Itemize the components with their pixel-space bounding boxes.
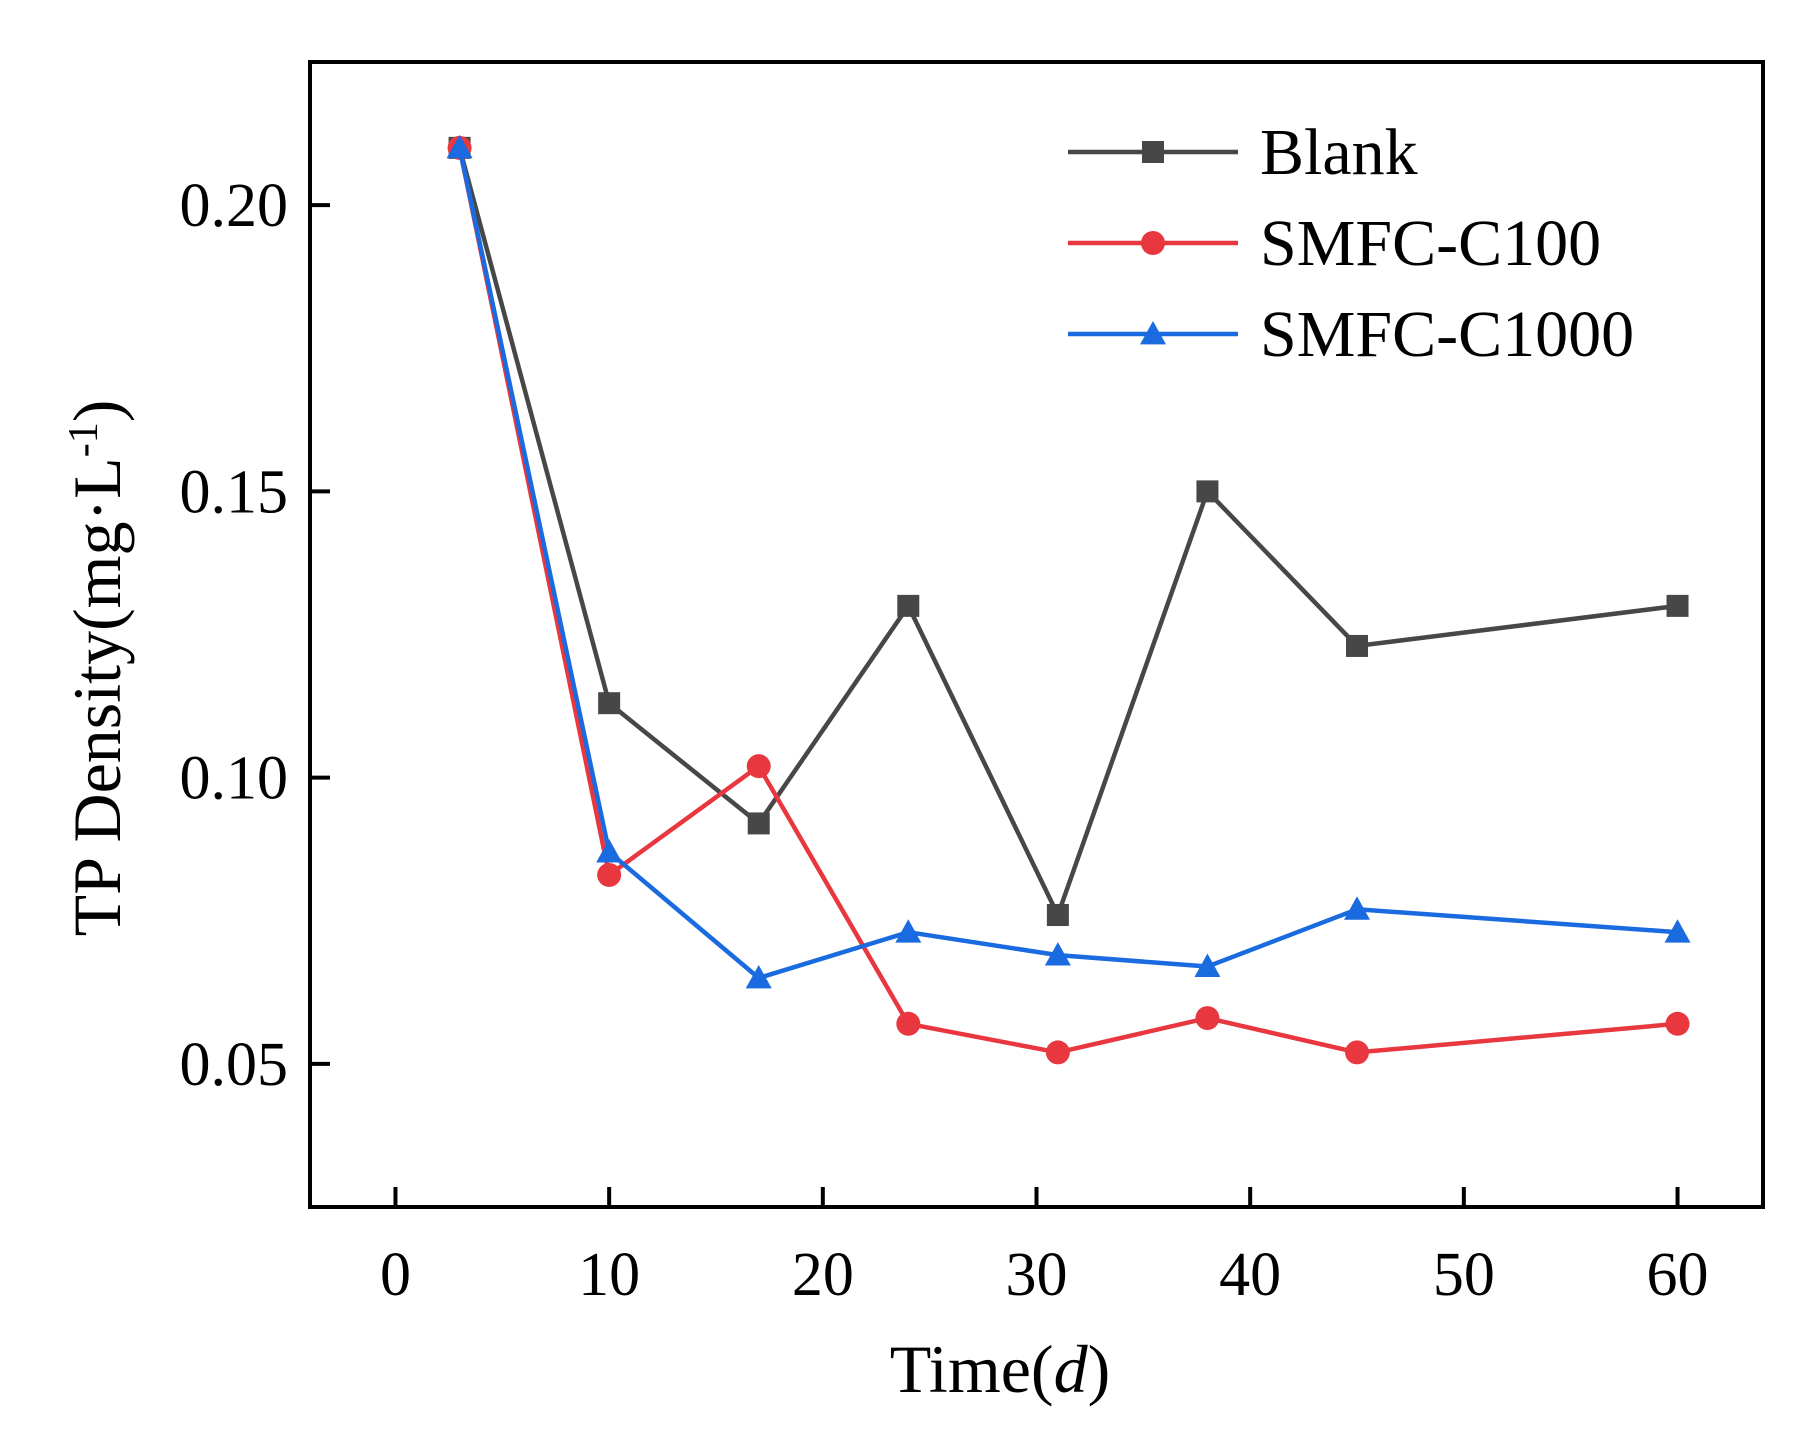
data-point-circle xyxy=(597,862,622,887)
data-point-circle xyxy=(746,754,771,779)
series-line xyxy=(457,147,1678,918)
data-point-circle xyxy=(1141,231,1165,255)
x-tick-label: 0 xyxy=(380,1241,411,1309)
y-axis-ticks: 0.05 0.10 0.15 0.20 xyxy=(180,172,330,1099)
data-point-square xyxy=(747,812,770,835)
data-point-circle xyxy=(1345,1040,1370,1065)
data-point-square xyxy=(897,594,920,617)
legend-item: SMFC-C1000 xyxy=(1068,298,1634,371)
legend-label: SMFC-C100 xyxy=(1260,207,1601,280)
data-point-circle xyxy=(1665,1011,1690,1036)
x-tick-label: 30 xyxy=(1006,1241,1068,1309)
legend-label: Blank xyxy=(1260,116,1418,189)
data-point-square xyxy=(1142,141,1164,163)
data-point-triangle xyxy=(596,839,623,863)
y-tick-label: 0.20 xyxy=(180,172,289,240)
data-point-triangle xyxy=(1044,942,1071,966)
series-line xyxy=(457,147,1678,981)
data-point-triangle xyxy=(1140,321,1166,345)
data-point-triangle xyxy=(895,919,922,943)
data-point-square xyxy=(1346,634,1369,657)
data-point-square xyxy=(598,692,621,715)
x-tick-label: 40 xyxy=(1219,1241,1281,1309)
data-point-circle xyxy=(1045,1040,1070,1065)
x-tick-label: 60 xyxy=(1647,1241,1709,1309)
data-point-triangle xyxy=(1344,896,1371,920)
x-axis-title: Time(d) xyxy=(890,1331,1110,1407)
y-tick-label: 0.05 xyxy=(180,1031,289,1099)
y-axis-title: TP Density(mg·L-1) xyxy=(59,400,135,937)
series-smfc-c100 xyxy=(447,135,1690,1065)
data-point-triangle xyxy=(446,134,473,159)
data-point-triangle xyxy=(1664,919,1691,943)
legend: Blank SMFC-C100 SMFC-C1000 xyxy=(1068,116,1634,371)
data-point-square xyxy=(1046,904,1069,927)
legend-item: Blank xyxy=(1068,116,1418,189)
series-smfc-c1000 xyxy=(446,134,1691,989)
y-tick-label: 0.15 xyxy=(180,458,289,526)
data-point-square xyxy=(1666,594,1689,617)
series-layer xyxy=(446,134,1691,1065)
data-point-circle xyxy=(1195,1006,1220,1031)
data-point-circle xyxy=(896,1011,921,1036)
x-tick-label: 10 xyxy=(578,1241,640,1309)
x-tick-label: 50 xyxy=(1433,1241,1495,1309)
data-point-triangle xyxy=(1194,953,1221,977)
x-tick-label: 20 xyxy=(792,1241,854,1309)
legend-label: SMFC-C1000 xyxy=(1260,298,1634,371)
series-line xyxy=(457,147,1678,1055)
series-blank xyxy=(448,136,1689,927)
legend-item: SMFC-C100 xyxy=(1068,207,1601,280)
data-point-triangle xyxy=(745,965,772,989)
x-axis-ticks: 0 10 20 30 40 50 60 xyxy=(380,1187,1709,1309)
y-tick-label: 0.10 xyxy=(180,745,289,813)
data-point-square xyxy=(1196,480,1219,503)
